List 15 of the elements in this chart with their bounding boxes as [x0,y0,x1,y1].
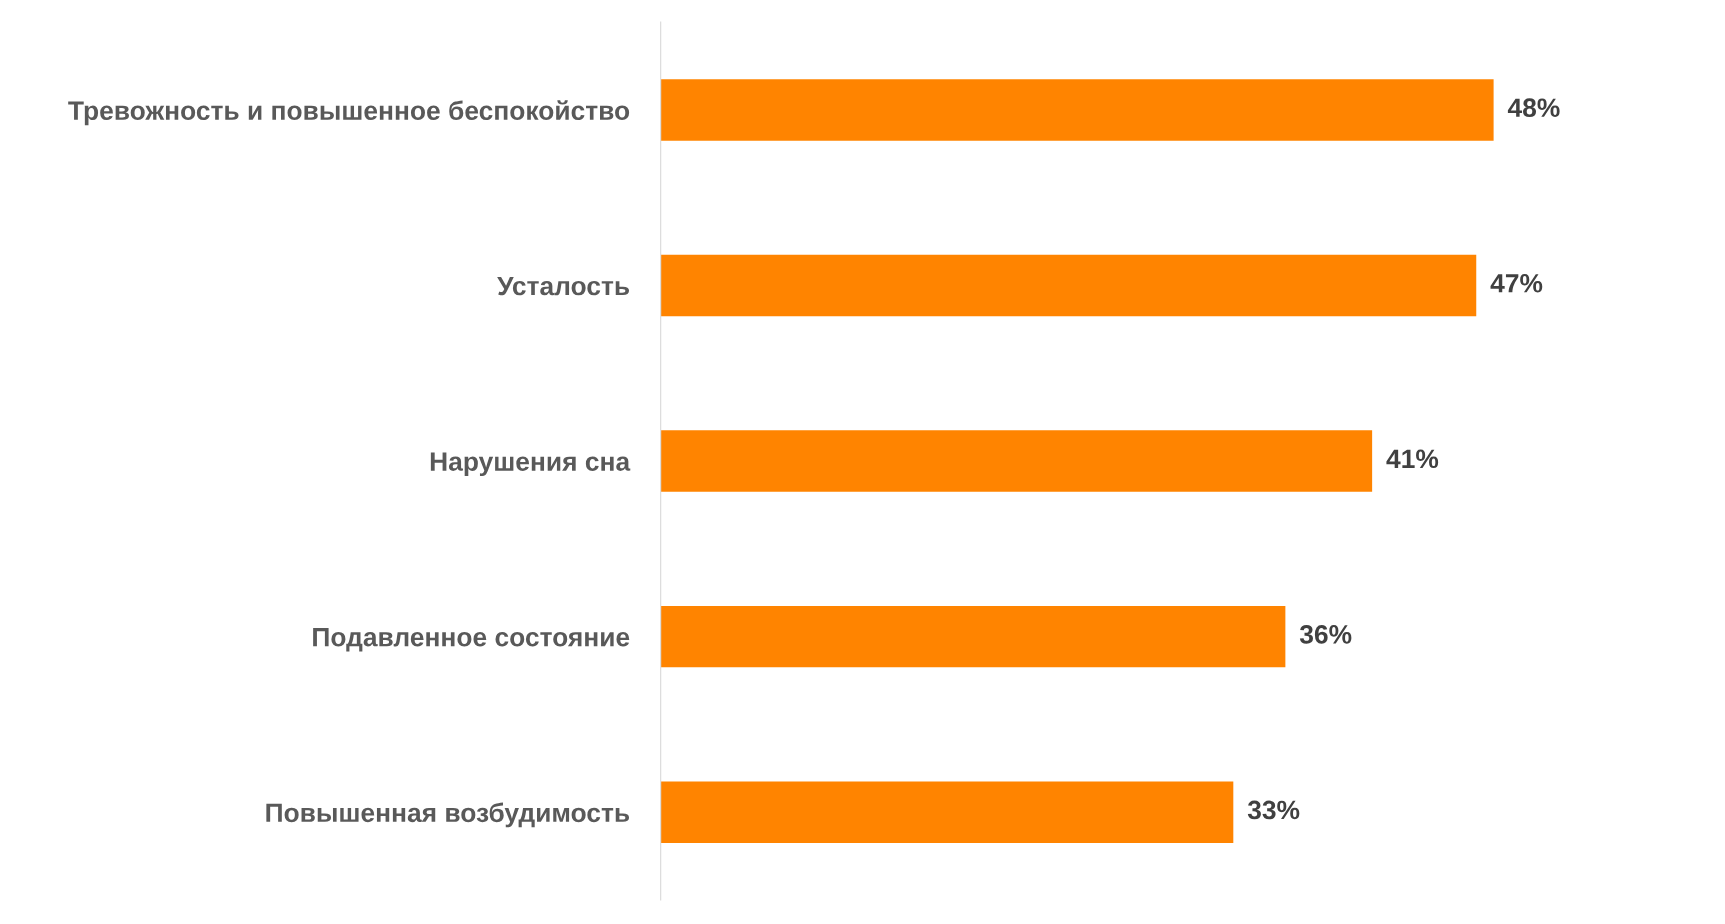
y-tick-label: Повышенная возбудимость [266,802,630,828]
y-tick-label: Усталость [497,276,630,296]
bar [660,605,1286,668]
bar [660,781,1234,843]
data-label: 33% [1247,800,1300,820]
data-label: 47% [1490,273,1543,293]
y-tick-label: Нарушения сна [430,452,631,477]
bar [660,430,1373,492]
data-label: 41% [1386,449,1439,469]
y-tick-label: Тревожность и повышенное беспокойство [68,100,630,126]
y-tick-label: Подавленное состояние [313,628,630,652]
data-label: 36% [1299,625,1352,644]
bar [660,79,1494,141]
data-label: 48% [1507,98,1560,118]
bar [660,254,1477,317]
